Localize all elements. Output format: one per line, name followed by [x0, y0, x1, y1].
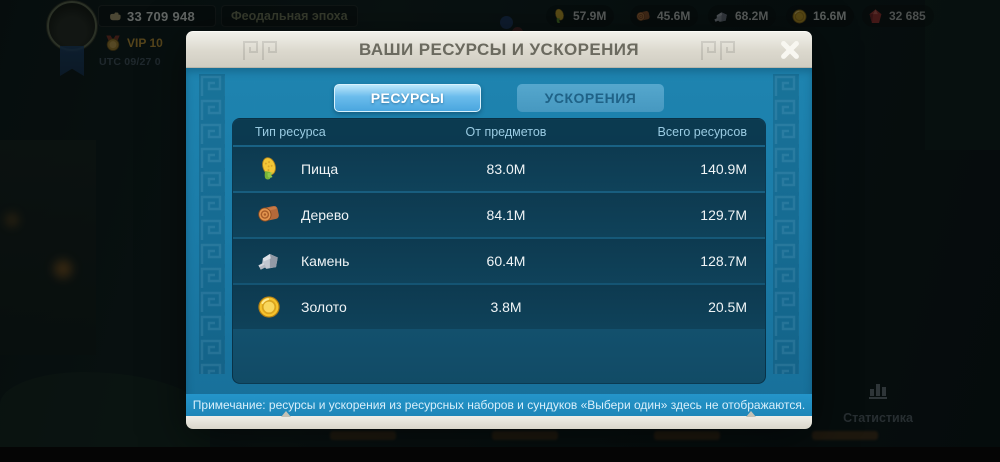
- column-header-from: От предметов: [465, 125, 547, 139]
- footer-notch: [281, 411, 291, 417]
- total-value: 129.7M: [700, 207, 747, 223]
- resource-name: Камень: [301, 253, 350, 269]
- footer-notch: [746, 411, 756, 417]
- close-icon: [781, 41, 799, 59]
- meander-border-right: [773, 74, 799, 374]
- dialog-title: ВАШИ РЕСУРСЫ И УСКОРЕНИЯ: [359, 39, 639, 59]
- tab-speedups[interactable]: УСКОРЕНИЯ: [517, 84, 664, 112]
- resource-name: Пища: [301, 161, 339, 177]
- from-items-value: 84.1M: [486, 207, 526, 223]
- from-items-value: 83.0M: [486, 161, 526, 177]
- meander-ornament: [243, 41, 277, 60]
- resources-dialog: ВАШИ РЕСУРСЫ И УСКОРЕНИЯ: [186, 31, 812, 429]
- from-items-value: 3.8M: [490, 299, 522, 315]
- table-row-gold: Золото 3.8M 20.5M: [233, 285, 765, 329]
- dialog-body: РЕСУРСЫ УСКОРЕНИЯ Тип ресурса От предмет…: [186, 68, 812, 416]
- note-text: Примечание: ресурсы и ускорения из ресур…: [192, 398, 806, 412]
- column-header-type: Тип ресурса: [255, 125, 326, 139]
- total-value: 128.7M: [700, 253, 747, 269]
- wood-icon: [258, 205, 279, 222]
- dialog-header: ВАШИ РЕСУРСЫ И УСКОРЕНИЯ: [186, 31, 812, 68]
- bottom-letterbox: [0, 447, 1000, 462]
- tab-resources[interactable]: РЕСУРСЫ: [334, 84, 481, 112]
- table-row-wood: Дерево 84.1M 129.7M: [233, 193, 765, 237]
- resource-name: Дерево: [301, 207, 349, 223]
- resources-table: Тип ресурса От предметов Всего ресурсов: [232, 118, 766, 384]
- tab-bar: РЕСУРСЫ УСКОРЕНИЯ: [334, 84, 664, 112]
- from-items-value: 60.4M: [486, 253, 526, 269]
- total-value: 140.9M: [700, 161, 747, 177]
- stone-icon: [258, 254, 278, 270]
- corn-icon: [262, 157, 276, 180]
- dialog-footer: [186, 411, 812, 429]
- meander-border-left: [199, 74, 225, 374]
- total-value: 20.5M: [708, 299, 747, 315]
- column-header-total: Всего ресурсов: [657, 125, 747, 139]
- meander-ornament: [701, 41, 735, 60]
- dialog-note-strip: Примечание: ресурсы и ускорения из ресур…: [186, 394, 812, 416]
- table-row-stone: Камень 60.4M 128.7M: [233, 239, 765, 283]
- close-button[interactable]: [775, 35, 805, 65]
- gold-coin-icon: [258, 296, 280, 318]
- table-header-row: Тип ресурса От предметов Всего ресурсов: [233, 119, 765, 145]
- resource-name: Золото: [301, 299, 347, 315]
- table-row-food: Пища 83.0M 140.9M: [233, 147, 765, 191]
